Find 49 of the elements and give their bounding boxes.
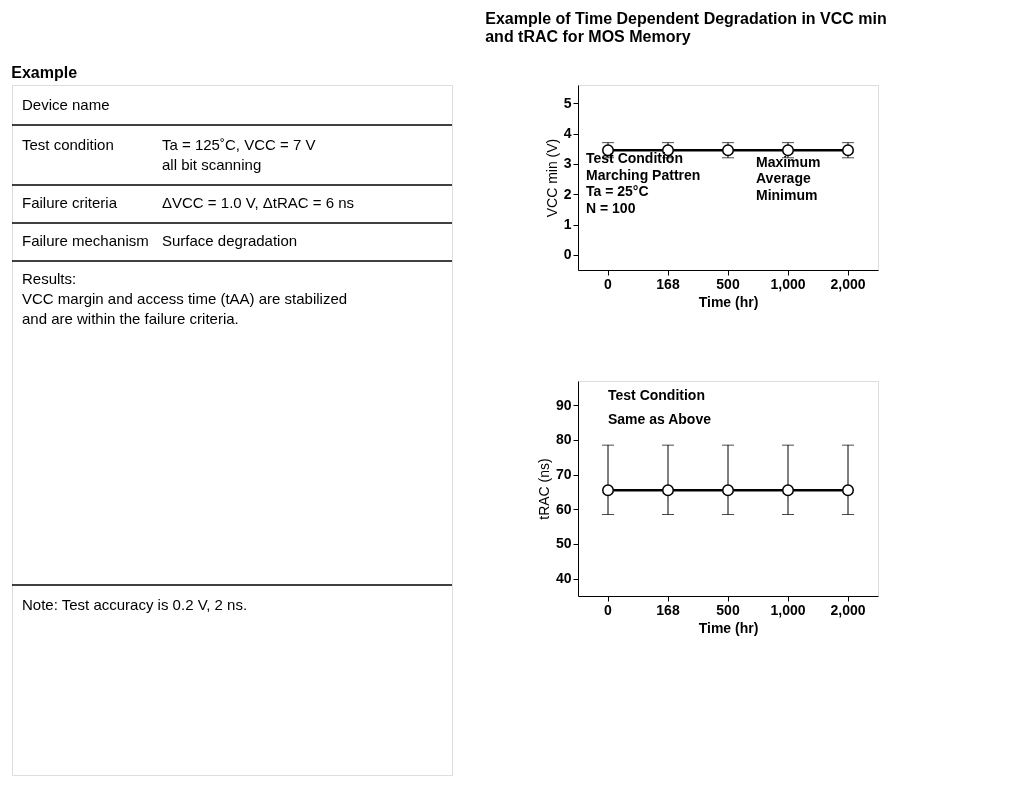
text: Example [11, 64, 78, 81]
text: Failure criteria [22, 194, 118, 211]
text: and are within the failure criteria. [22, 310, 239, 327]
x-tick-label: 0 [604, 601, 613, 618]
annotation: Marching Pattren [586, 166, 701, 183]
text: ΔVCC = 1.0 V, ΔtRAC = 6 ns [162, 194, 355, 211]
x-tick-label: 2,000 [830, 275, 866, 292]
y-tick-label: 2 [563, 185, 572, 202]
annotation: Same as Above [608, 410, 712, 427]
annotation: N = 100 [586, 199, 636, 216]
x-tick-label: 500 [716, 275, 740, 292]
y-tick-label: 40 [555, 570, 572, 587]
annotation: Average [756, 170, 811, 187]
x-tick-label: 168 [656, 601, 680, 618]
y-tick-label: 0 [563, 246, 572, 263]
y-tick-label: 3 [563, 155, 572, 172]
annotation: Minimum [756, 187, 818, 203]
annotation: Ta = 25°C [586, 183, 649, 200]
y-tick-label: 70 [555, 466, 572, 483]
y-axis-title: tRAC (ns) [535, 458, 552, 520]
x-tick-label: 0 [604, 275, 613, 292]
y-tick-label: 80 [555, 431, 572, 448]
text: Surface degradation [162, 232, 298, 249]
text: Ta = 125˚C, VCC = 7 V [162, 136, 316, 153]
y-tick-label: 5 [563, 94, 572, 111]
text: Note: Test accuracy is 0.2 V, 2 ns. [22, 596, 248, 613]
chart-title: Example of Time Dependent Degradation in VCC min and tRAC for MOS Memory [485, 10, 887, 45]
x-axis-title: Time (hr) [698, 293, 759, 310]
text: Failure mechanism [22, 232, 149, 249]
y-axis-title: VCC min (V) [543, 138, 560, 218]
y-tick-label: 60 [555, 500, 572, 517]
y-tick-label: 50 [555, 535, 572, 552]
y-tick-label: 4 [563, 125, 572, 142]
text: Test condition [22, 136, 114, 153]
x-tick-label: 2,000 [830, 601, 866, 618]
text: Device name [22, 96, 110, 113]
y-tick-label: 1 [563, 216, 572, 233]
text: all bit scanning [162, 156, 262, 173]
annotation: Test Condition [586, 150, 683, 166]
x-tick-label: 1,000 [770, 601, 806, 618]
x-tick-label: 1,000 [770, 275, 806, 292]
x-tick-label: 500 [716, 601, 740, 618]
annotation: Maximum [756, 153, 821, 170]
y-tick-label: 90 [555, 396, 572, 413]
text: VCC margin and access time (tAA) are stabilized [22, 290, 348, 307]
annotation: Test Condition [608, 387, 705, 404]
x-axis-title: Time (hr) [698, 619, 759, 636]
text: Results: [22, 270, 77, 287]
x-tick-label: 168 [656, 275, 680, 292]
